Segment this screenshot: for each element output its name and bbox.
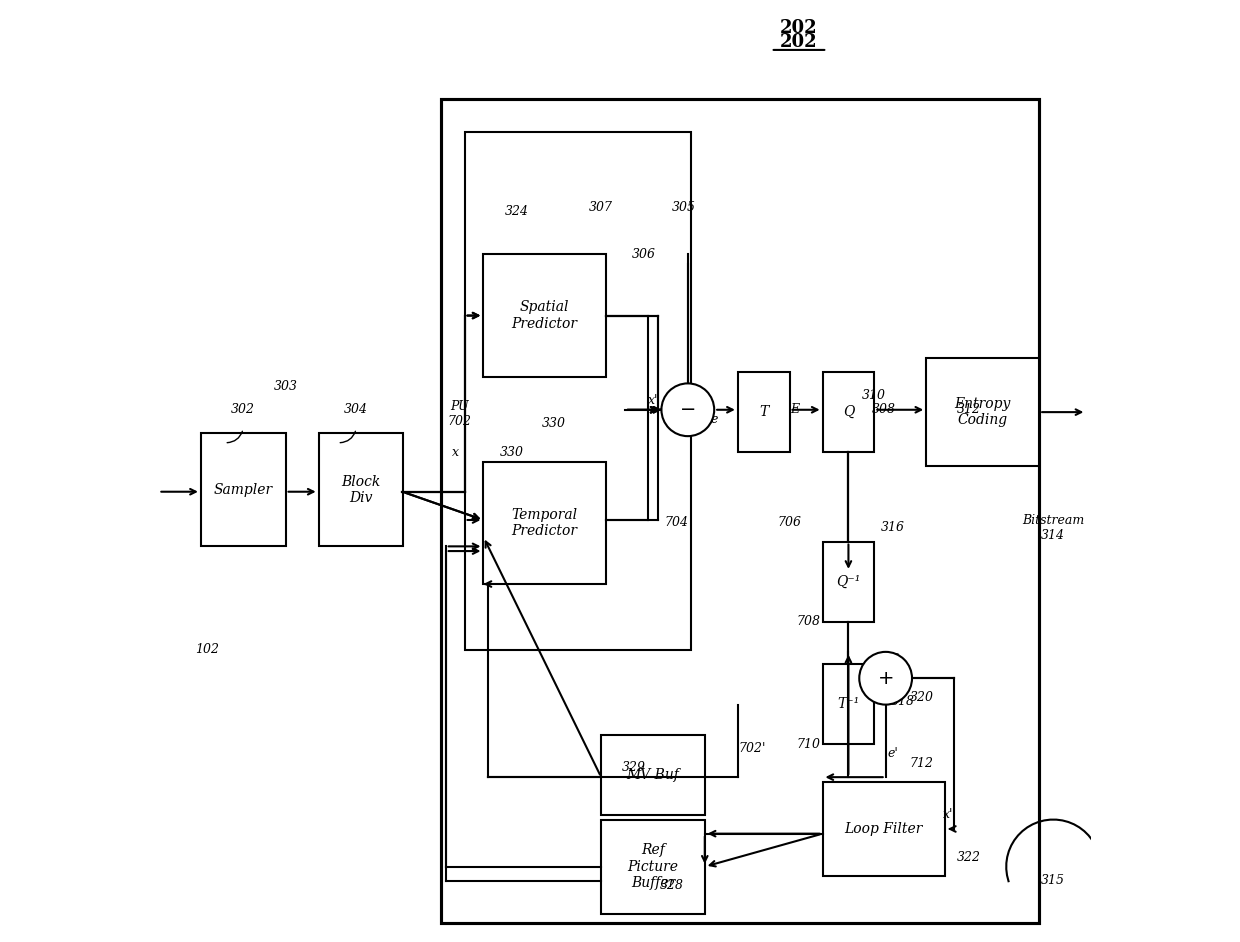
Text: Q⁻¹: Q⁻¹ <box>836 575 861 589</box>
Text: 330: 330 <box>500 446 523 459</box>
Text: 310: 310 <box>862 389 887 402</box>
Text: 306: 306 <box>631 248 656 261</box>
Text: 202: 202 <box>780 19 818 38</box>
Text: 704: 704 <box>665 516 688 529</box>
FancyBboxPatch shape <box>484 462 606 584</box>
Text: Temporal
Predictor: Temporal Predictor <box>512 508 578 538</box>
Text: Q: Q <box>843 405 854 419</box>
Text: 702': 702' <box>738 742 765 755</box>
Text: E: E <box>790 403 799 416</box>
Text: Bitstream
314: Bitstream 314 <box>1022 513 1085 542</box>
Text: −: − <box>680 400 696 419</box>
Text: e: e <box>711 413 718 426</box>
FancyBboxPatch shape <box>601 820 704 914</box>
FancyBboxPatch shape <box>601 735 704 815</box>
Text: 330: 330 <box>542 417 567 430</box>
FancyBboxPatch shape <box>822 782 945 876</box>
Text: e': e' <box>888 747 899 760</box>
Circle shape <box>661 383 714 436</box>
Text: Loop Filter: Loop Filter <box>844 822 923 836</box>
FancyBboxPatch shape <box>319 433 403 546</box>
Text: 712: 712 <box>909 756 934 770</box>
Text: 316: 316 <box>882 521 905 534</box>
Text: Sampler: Sampler <box>213 483 273 496</box>
FancyBboxPatch shape <box>484 254 606 377</box>
FancyBboxPatch shape <box>822 372 874 452</box>
Text: E': E' <box>887 653 899 666</box>
Text: T⁻¹: T⁻¹ <box>837 697 859 711</box>
Text: 706: 706 <box>777 516 801 529</box>
FancyBboxPatch shape <box>822 664 874 744</box>
FancyBboxPatch shape <box>201 433 285 546</box>
Text: 312: 312 <box>956 403 981 416</box>
Text: x'': x'' <box>942 808 956 821</box>
FancyBboxPatch shape <box>926 358 1039 466</box>
Text: 202: 202 <box>780 33 818 52</box>
Text: 304: 304 <box>345 403 368 416</box>
Text: Ref
Picture
Buffer: Ref Picture Buffer <box>627 843 678 890</box>
Text: 708: 708 <box>796 615 821 628</box>
Text: Block
Div: Block Div <box>341 475 381 505</box>
Text: 303: 303 <box>274 380 298 393</box>
Text: x': x' <box>647 394 658 407</box>
Text: 320: 320 <box>909 690 934 704</box>
Text: 308: 308 <box>872 403 895 416</box>
Text: 302: 302 <box>231 403 255 416</box>
Text: x: x <box>451 446 459 459</box>
Text: 307: 307 <box>589 201 613 214</box>
Text: 318: 318 <box>890 695 915 708</box>
Text: 102: 102 <box>196 643 219 657</box>
Text: 305: 305 <box>672 201 696 214</box>
Text: PU
702: PU 702 <box>448 400 472 429</box>
Text: 324: 324 <box>505 205 528 219</box>
Text: 315: 315 <box>1042 874 1065 887</box>
Circle shape <box>859 652 911 705</box>
Text: 710: 710 <box>796 738 821 751</box>
Text: Entropy
Coding: Entropy Coding <box>955 397 1011 428</box>
Text: +: + <box>878 669 894 688</box>
FancyBboxPatch shape <box>738 372 790 452</box>
Text: T: T <box>759 405 769 419</box>
FancyBboxPatch shape <box>822 542 874 622</box>
Text: 328: 328 <box>660 879 683 892</box>
Text: Spatial
Predictor: Spatial Predictor <box>512 300 578 331</box>
Text: 322: 322 <box>956 851 981 864</box>
Text: MV Buf: MV Buf <box>626 768 680 782</box>
Text: 329: 329 <box>622 761 646 774</box>
